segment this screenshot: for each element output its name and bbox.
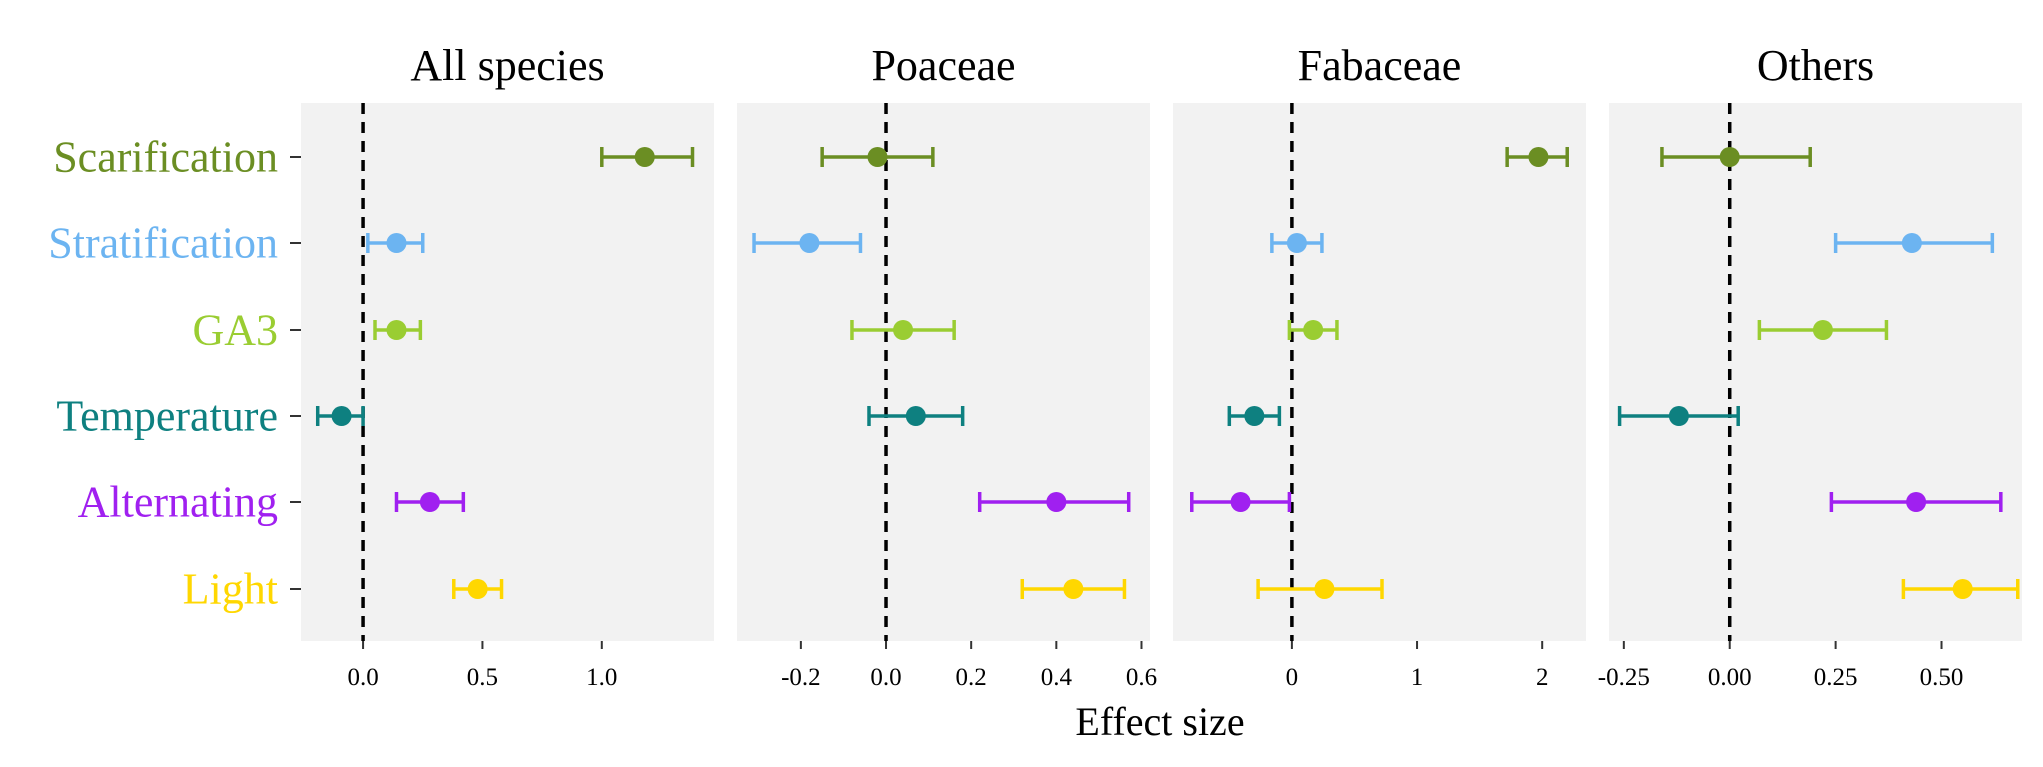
- errorbar-temperature: [315, 406, 365, 426]
- errorbar-alternating: [394, 492, 466, 512]
- errorbar-alternating: [1190, 492, 1292, 512]
- panel-title: Others: [1757, 41, 1874, 90]
- x-tick-label: 0.50: [1920, 664, 1964, 691]
- point-estimate: [1901, 233, 1922, 253]
- errorbar-alternating: [1829, 492, 2003, 512]
- point-estimate: [386, 320, 407, 340]
- point-estimate: [386, 233, 407, 253]
- x-tick-label: 2: [1536, 664, 1549, 691]
- point-estimate: [799, 233, 820, 253]
- point-estimate: [634, 147, 655, 167]
- x-tick-label: 0.0: [347, 664, 378, 691]
- point-estimate: [1046, 492, 1067, 512]
- errorbar-temperature: [867, 406, 965, 426]
- errorbar-scarification: [600, 147, 695, 167]
- panel-poaceae: Poaceae -0.2 0.0 0.2 0.4 0.6: [737, 41, 1157, 691]
- point-estimate: [1719, 147, 1740, 167]
- point-estimate: [1230, 492, 1251, 512]
- panel-all-species: All species 0.0 0.5 1.0: [301, 41, 714, 691]
- x-tick-label: 0.4: [1041, 664, 1073, 691]
- x-tick-label: 0.0: [870, 664, 901, 691]
- panel-title: All species: [410, 41, 604, 90]
- errorbar-light: [452, 579, 504, 599]
- panel-background: [301, 103, 714, 641]
- errorbar-scarification: [1660, 147, 1812, 167]
- panel-title: Poaceae: [871, 41, 1015, 90]
- panel-title: Fabaceae: [1298, 41, 1462, 90]
- errorbar-scarification: [1505, 147, 1569, 167]
- point-estimate: [1314, 579, 1335, 599]
- errorbar-stratification: [1833, 233, 1995, 253]
- point-estimate: [1286, 233, 1307, 253]
- point-estimate: [1303, 320, 1324, 340]
- category-label-alternating: Alternating: [78, 478, 278, 527]
- category-labels: Scarification Stratification GA3 Temperatur…: [48, 133, 301, 614]
- panel-background: [737, 103, 1150, 641]
- x-axis-title: Effect size: [1075, 699, 1244, 744]
- point-estimate: [331, 406, 352, 426]
- x-tick-label: -0.2: [781, 664, 821, 691]
- x-tick-label: 1: [1411, 664, 1424, 691]
- point-estimate: [1063, 579, 1084, 599]
- panel-others: Others -0.25 0.00 0.25 0.50: [1598, 41, 2022, 691]
- point-estimate: [467, 579, 488, 599]
- x-tick-label: -0.25: [1598, 664, 1650, 691]
- point-estimate: [1812, 320, 1833, 340]
- point-estimate: [905, 406, 926, 426]
- errorbar-ga3: [373, 320, 423, 340]
- errorbar-stratification: [366, 233, 425, 253]
- point-estimate: [867, 147, 888, 167]
- point-estimate: [1952, 579, 1973, 599]
- errorbar-temperature: [1617, 406, 1740, 426]
- errorbar-light: [1901, 579, 2020, 599]
- x-tick-label: 0.00: [1708, 664, 1752, 691]
- category-label-ga3: GA3: [192, 306, 278, 355]
- errorbar-light: [1256, 579, 1384, 599]
- errorbar-alternating: [977, 492, 1131, 512]
- errorbar-ga3: [1757, 320, 1889, 340]
- errorbar-temperature: [1227, 406, 1282, 426]
- x-tick-label: 1.0: [586, 664, 617, 691]
- panel-background: [1173, 103, 1586, 641]
- category-label-stratification: Stratification: [48, 219, 278, 268]
- point-estimate: [1528, 147, 1549, 167]
- point-estimate: [1906, 492, 1927, 512]
- point-estimate: [1244, 406, 1265, 426]
- point-estimate: [1668, 406, 1689, 426]
- errorbar-stratification: [1270, 233, 1324, 253]
- x-tick-label: 0: [1286, 664, 1299, 691]
- category-label-light: Light: [183, 565, 278, 614]
- errorbar-light: [1020, 579, 1127, 599]
- errorbar-ga3: [1287, 320, 1339, 340]
- errorbar-stratification: [752, 233, 863, 253]
- category-label-temperature: Temperature: [56, 392, 278, 441]
- panel-background: [1609, 103, 2022, 641]
- panels: All species 0.0 0.5 1.0 Poaceae -0.2 0.0 0.2 0.4…: [301, 41, 2022, 691]
- x-tick-label: 0.2: [956, 664, 987, 691]
- point-estimate: [419, 492, 440, 512]
- x-tick-label: 0.5: [467, 664, 498, 691]
- point-estimate: [893, 320, 914, 340]
- category-label-scarification: Scarification: [53, 133, 278, 182]
- x-tick-label: 0.6: [1126, 664, 1157, 691]
- panel-fabaceae: Fabaceae 0 1 2: [1173, 41, 1586, 691]
- errorbar-ga3: [850, 320, 956, 340]
- x-tick-label: 0.25: [1814, 664, 1858, 691]
- errorbar-scarification: [820, 147, 935, 167]
